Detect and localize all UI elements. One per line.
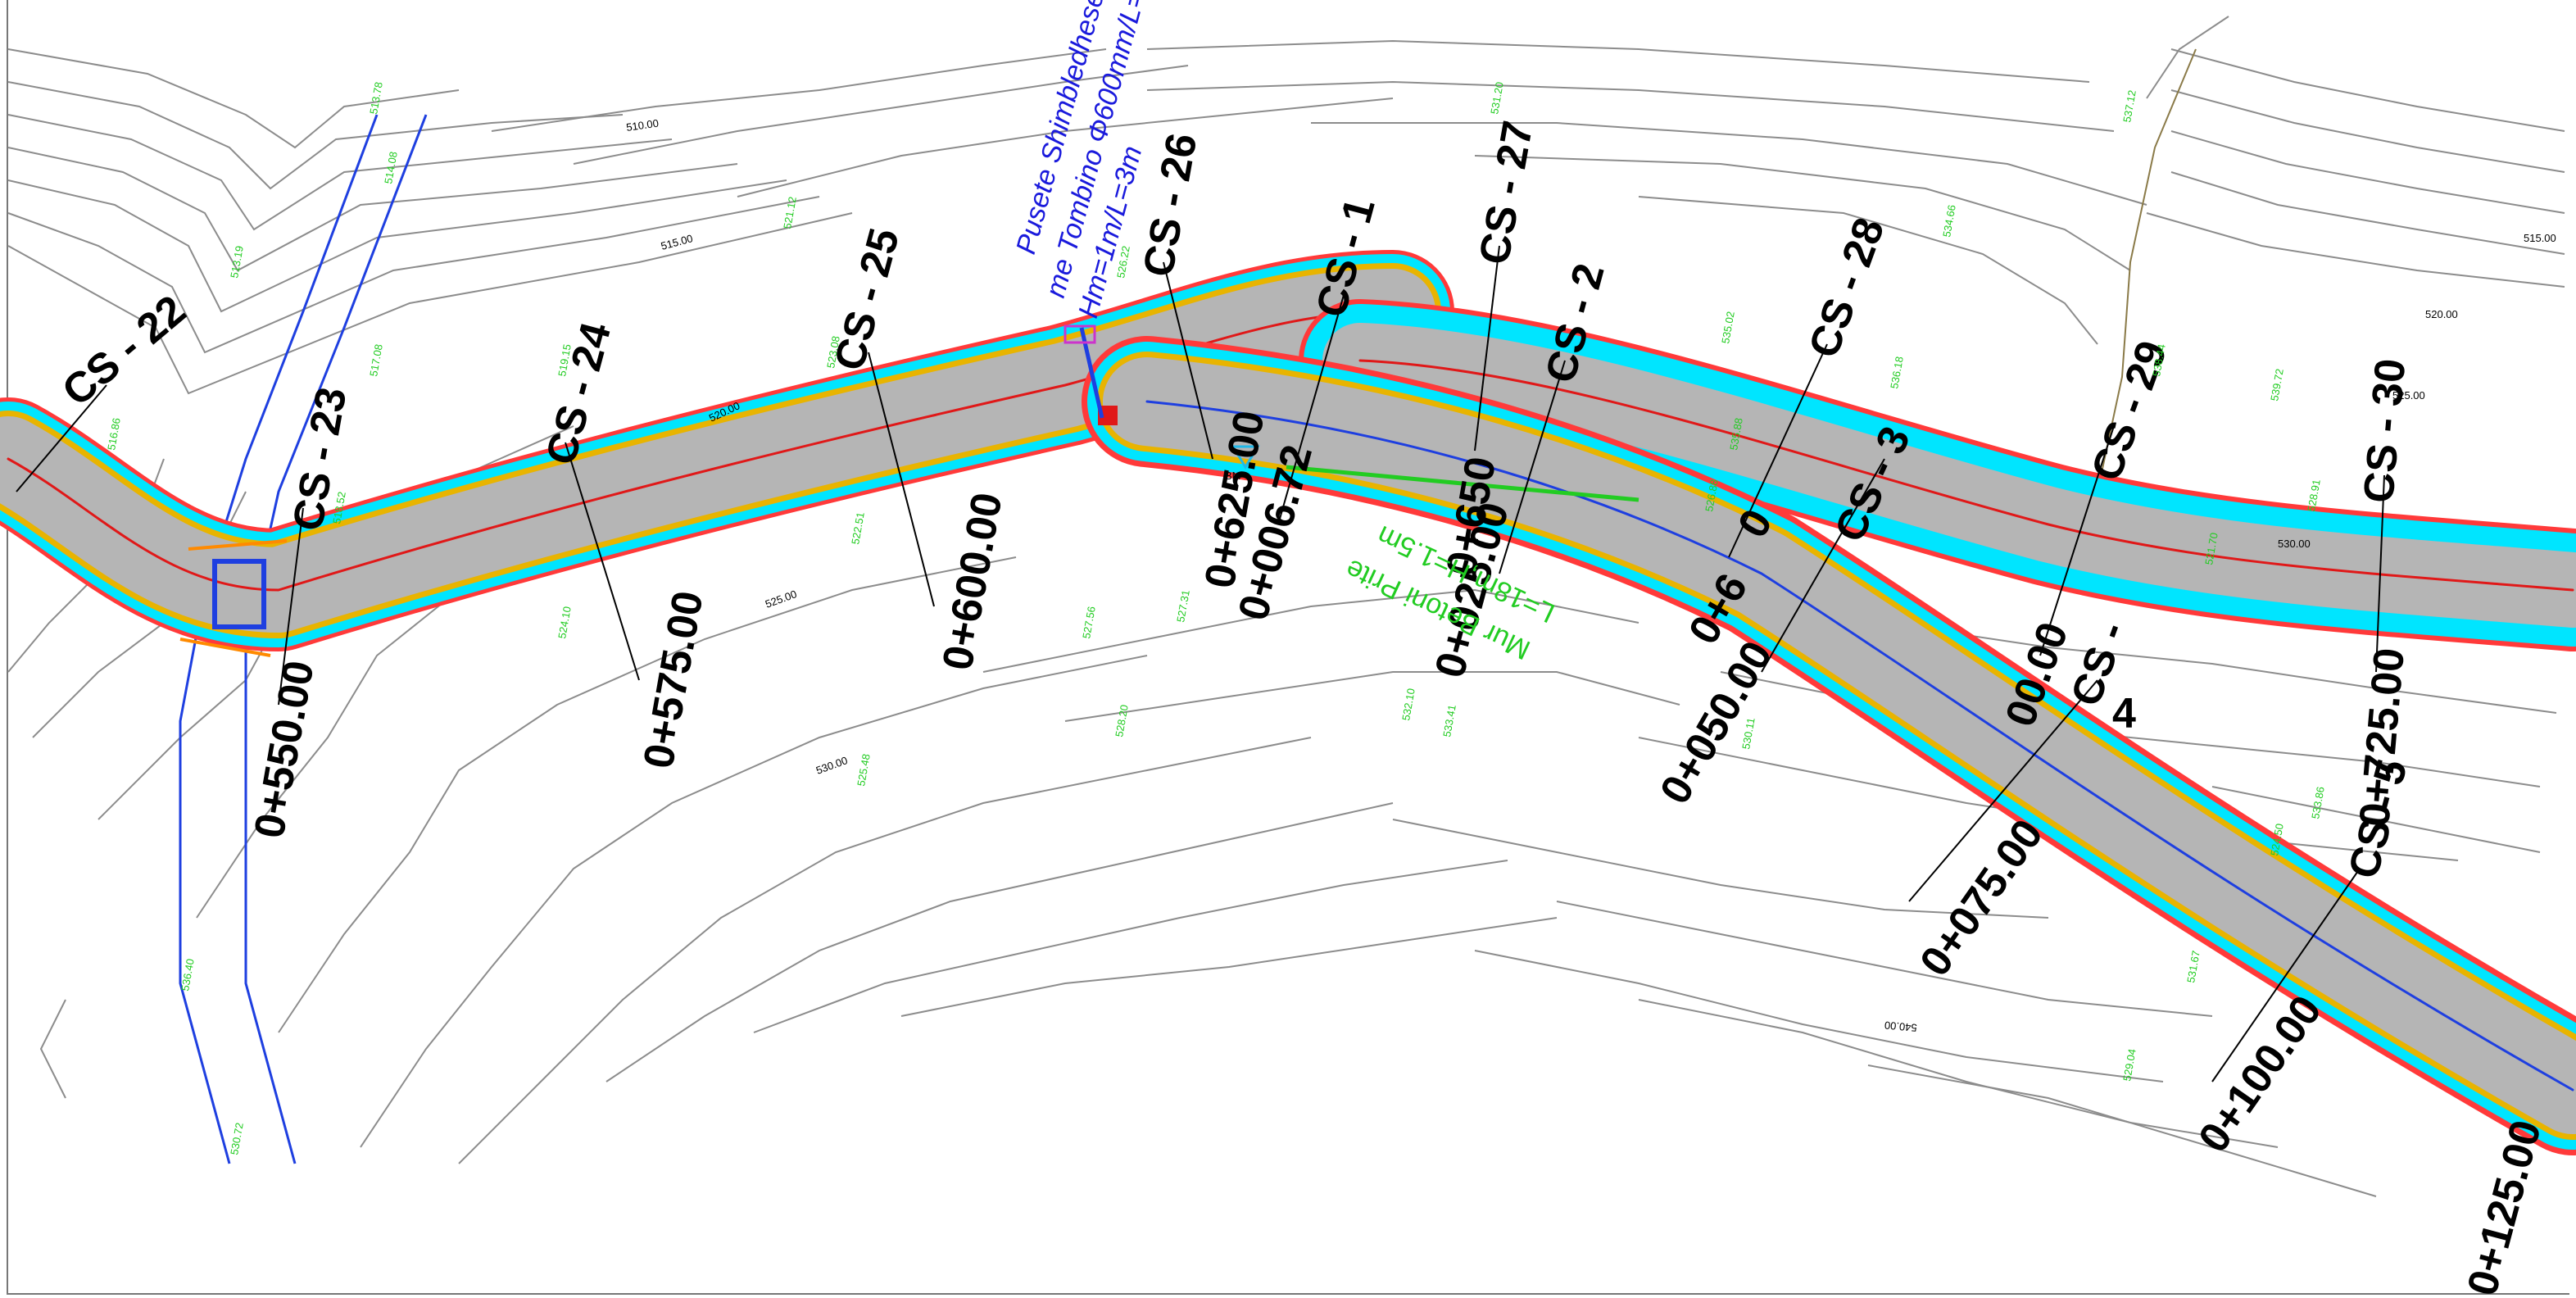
spot-height: 537.12 <box>2120 89 2138 124</box>
section-lines <box>16 245 2385 1082</box>
benchmark-icon: BM <box>1225 445 1260 482</box>
spot-height: 534.66 <box>1940 204 1958 238</box>
cs-label: CS - 28 <box>1800 212 1894 365</box>
spot-height: 514.08 <box>382 151 400 185</box>
contour-label: 540.00 <box>1884 1019 1917 1034</box>
spot-height: 538.44 <box>2150 343 2168 378</box>
contour-label: 525.00 <box>2392 389 2425 402</box>
contour-label: 530.00 <box>814 754 849 777</box>
spot-height: 526.22 <box>1114 245 1132 279</box>
spot-height: 527.31 <box>1174 589 1192 624</box>
spot-height: 523.08 <box>824 335 842 370</box>
contour-label: 510.00 <box>625 117 659 134</box>
spot-height: 535.88 <box>1727 417 1745 452</box>
spot-height: 533.41 <box>1440 704 1458 738</box>
contour-label: 530.00 <box>2278 538 2311 550</box>
spot-height: 519.15 <box>556 343 574 378</box>
spot-height: 535.02 <box>1719 311 1737 345</box>
road-east-upper <box>1299 299 2576 651</box>
spot-height: 528.20 <box>1113 704 1131 738</box>
road-east-lower <box>1082 336 2576 1155</box>
cs-label: CS - 27 <box>1471 117 1543 268</box>
spot-height: 532.10 <box>1399 688 1417 722</box>
contour-label: 525.00 <box>764 588 798 610</box>
spot-height: 524.10 <box>556 606 574 640</box>
spot-height: 530.72 <box>228 1122 246 1156</box>
spot-height: 533.86 <box>2309 786 2327 820</box>
spot-height: 526.88 <box>1703 479 1721 513</box>
spot-height: 516.86 <box>105 417 123 452</box>
spot-height: 522.51 <box>849 511 867 546</box>
culvert-structure <box>179 324 1639 657</box>
cs-label: CS - 22 <box>53 286 194 415</box>
contour-label: 515.00 <box>660 232 694 252</box>
spot-height: 513.78 <box>367 81 385 116</box>
spot-height: 517.08 <box>367 343 385 378</box>
chainage-label: 0+050.00 <box>1651 633 1781 812</box>
chainage-label: 0+600.00 <box>934 489 1012 674</box>
spot-height: 521.70 <box>2202 532 2220 566</box>
chainage-label: 0+125.00 <box>2459 1115 2551 1298</box>
spot-height: 531.67 <box>2184 950 2202 984</box>
bm-label: BM <box>1225 470 1241 482</box>
contour-label: 520.00 <box>2425 308 2458 320</box>
cs-label: 4 <box>2112 690 2136 738</box>
drawing-frame <box>7 0 2569 1295</box>
spot-height: 536.40 <box>179 958 197 992</box>
spot-height: 531.20 <box>1488 81 1506 116</box>
spot-height: 525.48 <box>855 753 873 787</box>
spot-height: 513.19 <box>228 245 246 279</box>
spot-height: 521.12 <box>781 196 799 230</box>
spot-height: 528.91 <box>2305 479 2323 513</box>
spot-height-labels: 513.78 514.08 513.19 516.86 517.08 518.5… <box>105 81 2327 1156</box>
chainage-label: 0+575.00 <box>635 588 713 772</box>
contour-label: 515.00 <box>2524 232 2556 244</box>
spot-height: 527.56 <box>1080 606 1098 640</box>
spot-height: 529.04 <box>2120 1048 2138 1082</box>
spot-height: 518.52 <box>330 491 348 525</box>
chainage-label: 0+550.00 <box>246 657 324 842</box>
cs-label: CS - 30 <box>2355 356 2415 505</box>
spot-height: 539.72 <box>2268 368 2286 402</box>
spot-height: 524.50 <box>2268 823 2286 857</box>
spot-height: 530.11 <box>1739 717 1757 751</box>
chainage-label: 0+075.00 <box>1911 811 2052 985</box>
spot-height: 536.18 <box>1888 356 1906 390</box>
